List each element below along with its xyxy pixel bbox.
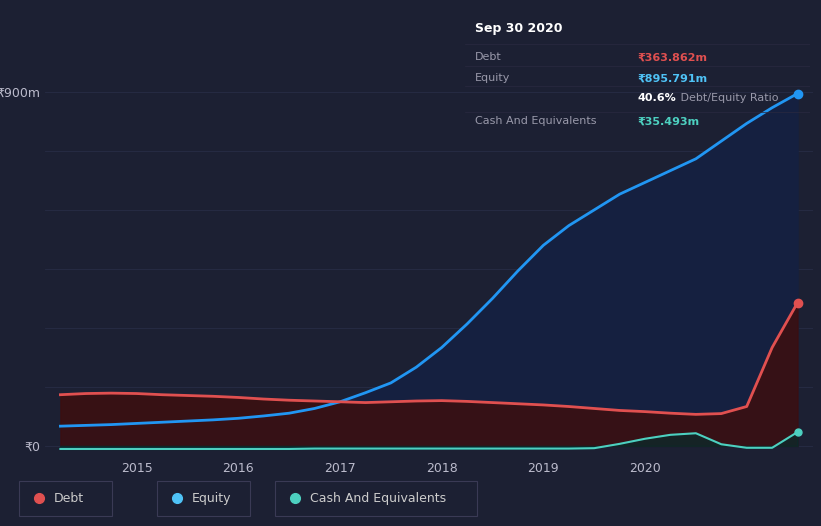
FancyBboxPatch shape <box>157 481 250 516</box>
Text: ₹35.493m: ₹35.493m <box>637 116 699 126</box>
Text: Cash And Equivalents: Cash And Equivalents <box>475 116 597 126</box>
Text: ₹895.791m: ₹895.791m <box>637 73 707 83</box>
FancyBboxPatch shape <box>275 481 477 516</box>
FancyBboxPatch shape <box>19 481 112 516</box>
Text: 40.6%: 40.6% <box>637 93 676 103</box>
Text: Cash And Equivalents: Cash And Equivalents <box>310 492 446 505</box>
Text: ₹363.862m: ₹363.862m <box>637 52 707 62</box>
Text: Debt: Debt <box>53 492 84 505</box>
Text: Debt: Debt <box>475 52 502 62</box>
Text: Sep 30 2020: Sep 30 2020 <box>475 22 562 35</box>
Text: Equity: Equity <box>191 492 231 505</box>
Text: Equity: Equity <box>475 73 511 83</box>
Text: Debt/Equity Ratio: Debt/Equity Ratio <box>677 93 778 103</box>
